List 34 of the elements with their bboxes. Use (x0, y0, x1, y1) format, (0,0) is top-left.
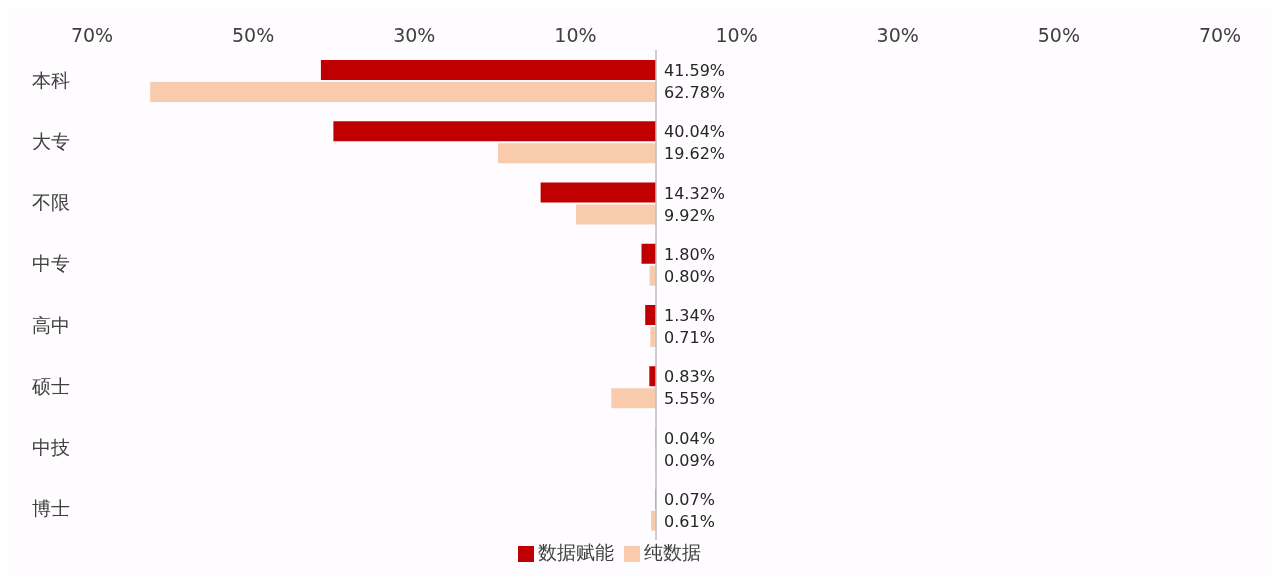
data-label: 0.07% (664, 489, 715, 509)
y-tick-label: 大专 (32, 129, 70, 152)
x-tick-label: 10% (554, 24, 597, 46)
data-label: 9.92% (664, 205, 715, 225)
data-label: 1.80% (664, 244, 715, 264)
legend-label: 纯数据 (643, 541, 701, 563)
data-label: 19.62% (664, 144, 726, 164)
data-label: 40.04% (664, 122, 726, 142)
y-tick-label: 不限 (32, 191, 70, 214)
data-label: 62.78% (664, 83, 726, 102)
data-label: 0.04% (664, 428, 715, 448)
y-tick-label: 高中 (32, 313, 70, 336)
data-label: 0.09% (664, 450, 715, 470)
data-label: 0.71% (664, 328, 715, 347)
data-label: 14.32% (664, 183, 726, 203)
y-tick-label: 硕士 (31, 374, 70, 397)
x-tick-label: 70% (1198, 24, 1242, 46)
data-label: 0.61% (664, 511, 715, 531)
x-tick-label: 70% (70, 24, 114, 46)
data-label: 0.83% (664, 367, 715, 387)
y-tick-label: 中专 (32, 252, 70, 275)
legend-label: 数据赋能 (537, 541, 614, 563)
data-label: 1.34% (664, 306, 715, 325)
y-tick-label: 中技 (32, 436, 70, 459)
data-label: 41.59% (664, 61, 726, 80)
x-tick-label: 10% (715, 24, 758, 46)
y-tick-label: 本科 (32, 68, 70, 91)
x-tick-label: 50% (1037, 24, 1080, 46)
x-tick-label: 30% (393, 24, 436, 46)
y-tick-label: 博士 (32, 497, 70, 520)
x-tick-label: 50% (232, 24, 275, 46)
x-tick-label: 30% (876, 24, 919, 46)
data-label: 5.55% (664, 389, 715, 409)
data-label: 0.80% (664, 266, 715, 286)
